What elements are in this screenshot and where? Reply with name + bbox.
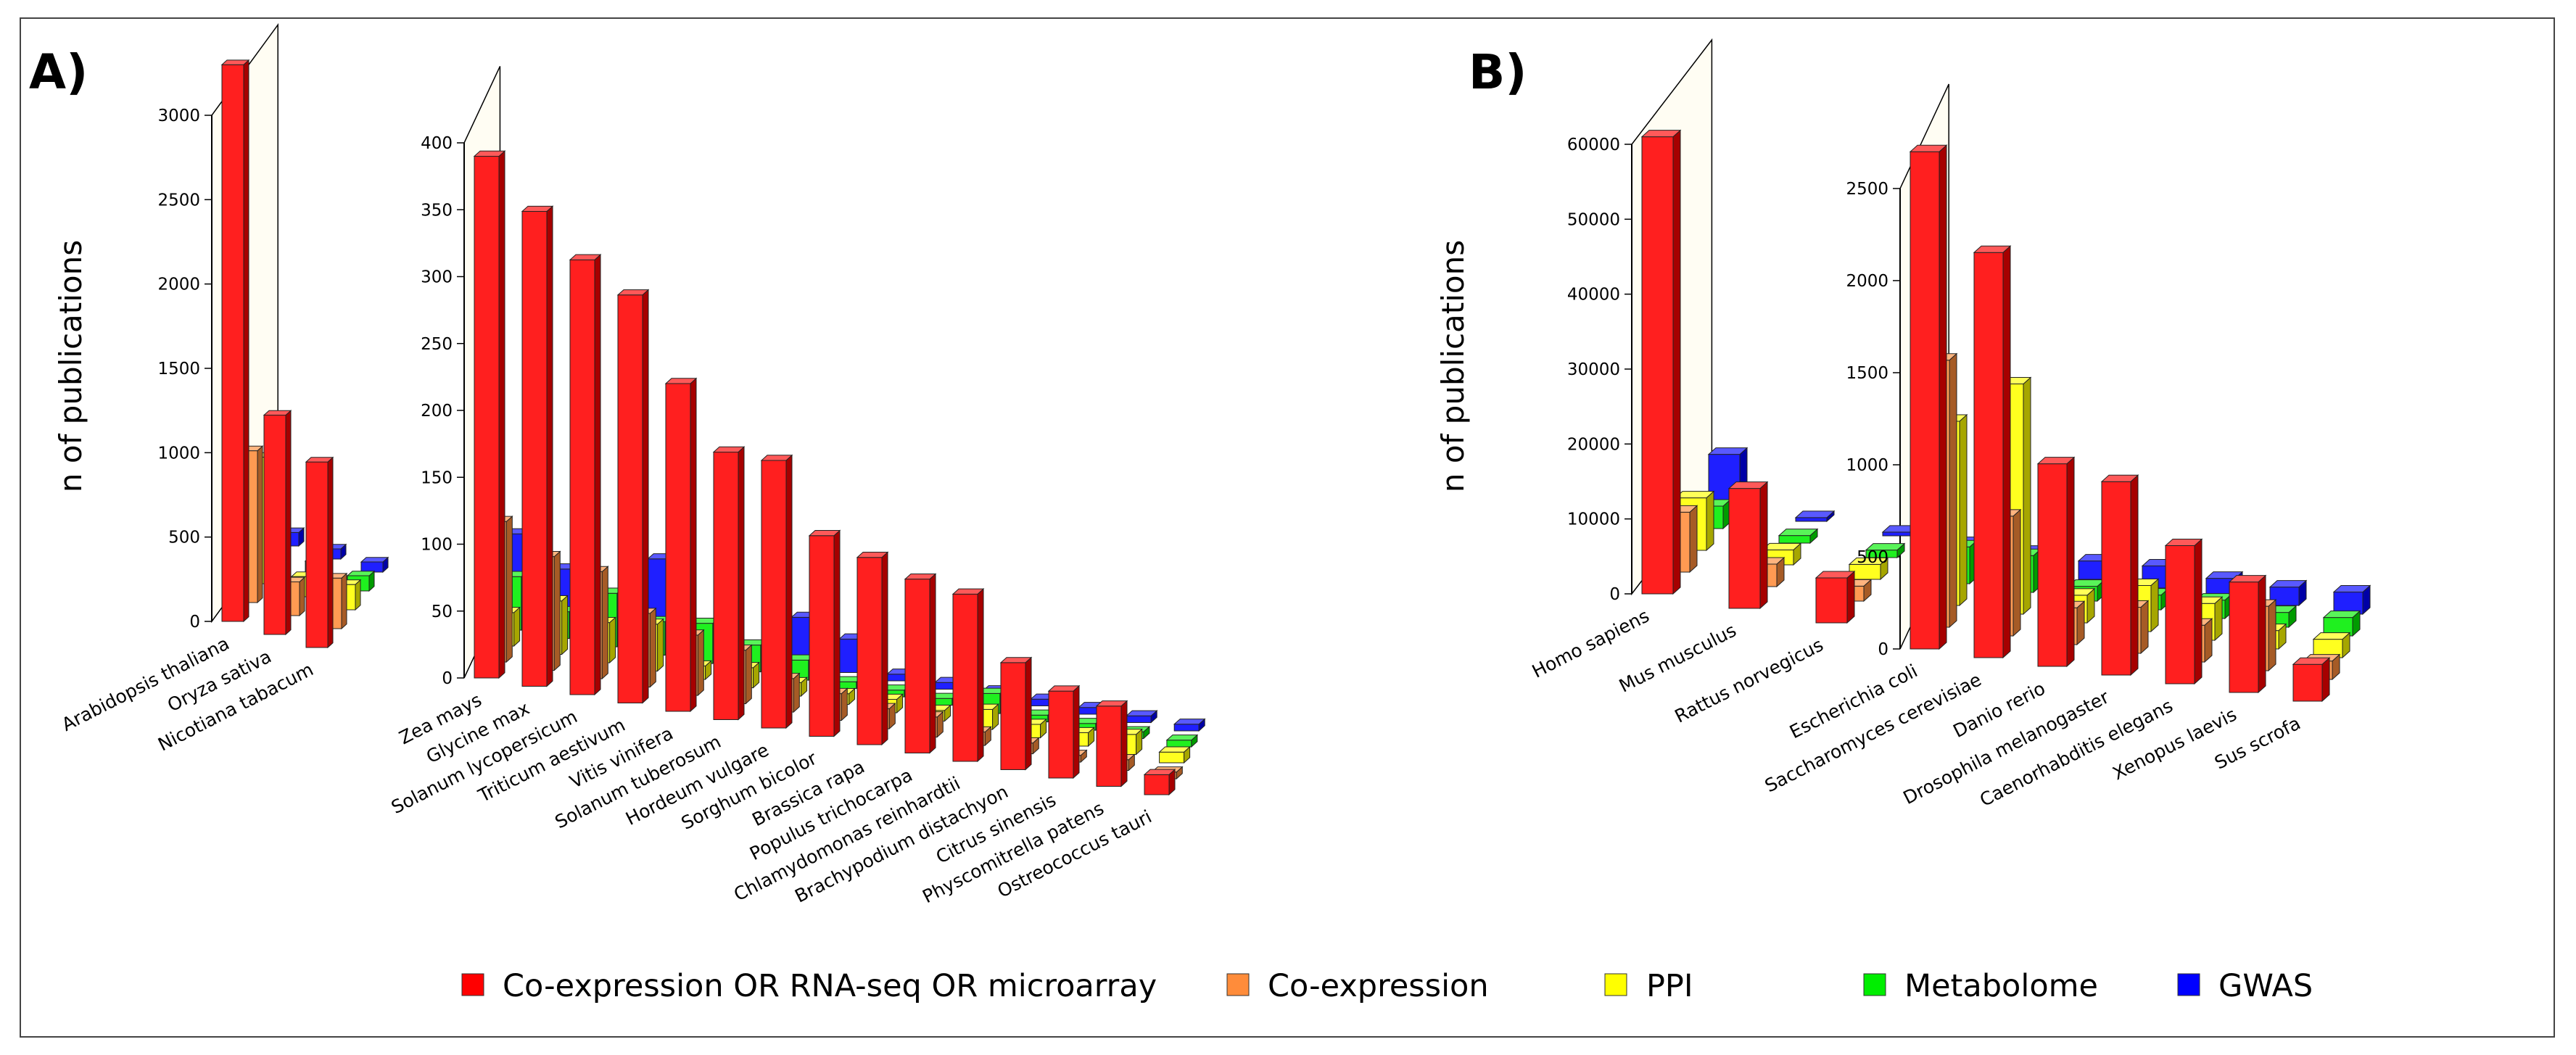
bar-rna-2-4 (616, 289, 650, 704)
bar-rna-2-8 (808, 529, 841, 737)
y-tick-label: 1000 (157, 444, 200, 463)
bar-rna-1-1 (220, 59, 250, 623)
bar-rna-4-2 (1973, 245, 2012, 659)
figure-border (20, 17, 2555, 1038)
y-tick-label: 1500 (1846, 364, 1888, 383)
bar-rna-3-1 (1640, 129, 1682, 595)
panel-a-label: A) (29, 44, 88, 100)
y-tick-label: 500 (1857, 548, 1888, 567)
panel-a-ylabel: n of publications (53, 240, 88, 492)
y-tick-label: 10000 (1567, 510, 1620, 529)
y-tick-label: 300 (421, 268, 453, 287)
legend-swatch-coexp (1226, 973, 1250, 996)
legend-label-rna: Co-expression OR RNA-seq OR microarray (503, 968, 1157, 1004)
legend-label-coexp: Co-expression (1268, 968, 1489, 1004)
y-tick-label: 3000 (157, 107, 200, 125)
bar-ppi-3-3 (1848, 557, 1889, 581)
bar-rna-2-1 (473, 150, 506, 679)
y-tick-label: 350 (421, 201, 453, 220)
bar-rna-3-3 (1815, 570, 1856, 624)
y-tick-label: 0 (1609, 585, 1620, 604)
bar-gwas-3-2 (1794, 510, 1836, 523)
bar-rna-4-6 (2228, 574, 2267, 694)
y-tick-label: 1500 (157, 360, 200, 378)
bar-ppi-2-15 (1158, 745, 1191, 764)
bar-rna-2-10 (904, 573, 937, 754)
bar-rna-2-2 (521, 205, 554, 687)
bar-rna-2-3 (569, 254, 602, 696)
legend: Co-expression OR RNA-seq OR microarray C… (461, 968, 2313, 1004)
bar-rna-4-3 (2036, 456, 2076, 668)
bar-gwas-4-7 (2332, 584, 2371, 616)
legend-label-ppi: PPI (1646, 968, 1693, 1004)
y-tick-label: 0 (442, 669, 453, 688)
bar-rna-4-5 (2164, 538, 2203, 685)
legend-label-gwas: GWAS (2218, 968, 2313, 1004)
panel-b-label: B) (1469, 44, 1527, 100)
y-tick-label: 50000 (1567, 210, 1620, 229)
chart-walls (205, 22, 1949, 679)
y-tick-label: 100 (421, 536, 453, 555)
y-tick-label: 2000 (1846, 272, 1888, 291)
legend-swatch-metab (1863, 973, 1886, 996)
y-tick-label: 250 (421, 335, 453, 354)
y-tick-label: 0 (1878, 640, 1888, 659)
bar-gwas-4-6 (2269, 579, 2308, 607)
legend-swatch-gwas (2177, 973, 2200, 996)
bar-gwas-2-15 (1173, 718, 1206, 732)
bar-rna-2-7 (760, 454, 793, 729)
bar-rna-2-11 (951, 588, 985, 763)
y-tick-label: 2500 (1846, 180, 1888, 199)
y-tick-label: 40000 (1567, 286, 1620, 305)
legend-swatch-rna (461, 973, 484, 996)
y-tick-label: 1000 (1846, 456, 1888, 475)
y-tick-label: 400 (421, 134, 453, 153)
y-tick-label: 0 (189, 613, 200, 632)
bar-rna-4-4 (2100, 474, 2139, 677)
y-tick-label: 2500 (157, 191, 200, 210)
bar-rna-1-2 (263, 410, 292, 636)
chart-marks (220, 59, 2371, 796)
y-tick-label: 150 (421, 468, 453, 487)
bar-rna-4-1 (1909, 144, 1948, 650)
y-tick-label: 2000 (157, 276, 200, 294)
bar-rna-3-2 (1727, 481, 1769, 610)
y-tick-label: 200 (421, 402, 453, 421)
y-tick-label: 30000 (1567, 360, 1620, 379)
bar-metab-2-15 (1165, 734, 1199, 748)
bar-rna-2-14 (1095, 700, 1128, 787)
legend-label-metab: Metabolome (1904, 968, 2098, 1004)
bar-rna-2-9 (856, 551, 889, 746)
bar-rna-2-6 (712, 446, 746, 721)
bar-gwas-2-14 (1125, 709, 1158, 724)
bar-metab-3-3 (1865, 542, 1906, 559)
bar-ppi-4-7 (2312, 632, 2351, 659)
bar-rna-2-13 (1047, 684, 1081, 779)
y-tick-label: 60000 (1567, 136, 1620, 154)
bar-gwas-1-3 (360, 556, 389, 574)
legend-swatch-ppi (1604, 973, 1627, 996)
panel-b-ylabel: n of publications (1435, 240, 1471, 492)
bar-rna-2-15 (1143, 769, 1176, 796)
y-tick-label: 50 (432, 603, 453, 621)
y-tick-label: 500 (168, 529, 200, 547)
bar-rna-4-7 (2292, 657, 2331, 703)
bar-rna-2-12 (999, 656, 1033, 771)
bar-rna-2-5 (664, 377, 698, 713)
bar-rna-1-3 (305, 456, 334, 649)
bar-metab-4-7 (2322, 610, 2361, 637)
y-tick-label: 20000 (1567, 435, 1620, 454)
bar-metab-3-2 (1778, 528, 1819, 545)
